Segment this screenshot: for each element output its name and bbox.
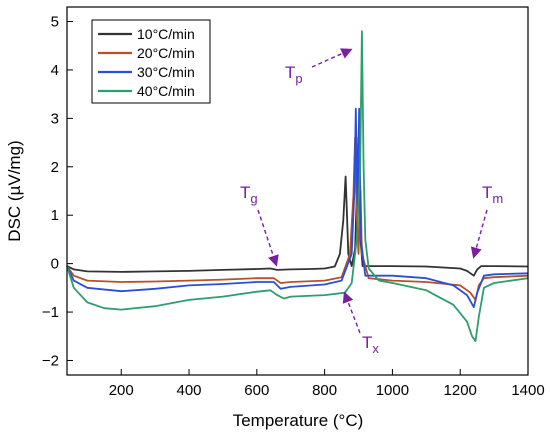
series-line-1: [66, 136, 529, 301]
y-tick-label-0: −2: [42, 352, 59, 369]
annotation-tp-arrow: [311, 48, 353, 68]
series-line-3: [66, 30, 529, 342]
legend: 10°C/min 20°C/min 30°C/min 40°C/min: [91, 19, 211, 104]
y-tick-label-1: −1: [42, 304, 59, 321]
legend-label-3: 40°C/min: [137, 83, 195, 99]
legend-label-0: 10°C/min: [137, 26, 195, 42]
y-tick-label-7: 5: [51, 14, 59, 31]
y-tick-label-5: 3: [51, 110, 59, 127]
annotation-tx-arrow: [342, 291, 361, 334]
y-axis-title: DSC (µV/mg): [5, 140, 24, 241]
x-tick-label-1: 400: [177, 382, 202, 399]
legend-label-2: 30°C/min: [137, 64, 195, 80]
x-tick-label-4: 1000: [376, 382, 409, 399]
legend-label-1: 20°C/min: [137, 45, 195, 61]
series-line-2: [66, 107, 529, 309]
series-layer: [66, 30, 529, 342]
x-tick-label-2: 600: [244, 382, 269, 399]
x-tick-label-0: 200: [109, 382, 134, 399]
y-tick-label-6: 4: [51, 62, 59, 79]
y-tick-label-3: 1: [51, 207, 59, 224]
y-tick-label-4: 2: [51, 159, 59, 176]
annotation-tg: Tg: [240, 183, 279, 267]
ticks-layer: 200 400 600 800 1000 1200 1400 −2 −1 0 1 2 3 4 5: [42, 14, 545, 399]
x-tick-label-6: 1400: [511, 382, 544, 399]
series-line-0: [66, 136, 529, 277]
annotation-tm: Tm: [470, 183, 503, 259]
svg-text:Tx: Tx: [362, 333, 379, 356]
svg-text:Tm: Tm: [482, 183, 503, 206]
x-tick-label-3: 800: [312, 382, 337, 399]
x-tick-label-5: 1200: [444, 382, 477, 399]
x-axis-title: Temperature (°C): [233, 411, 364, 430]
y-tick-label-2: 0: [51, 256, 59, 273]
annotation-tm-arrow: [470, 209, 488, 259]
plot-frame: [66, 6, 529, 376]
annotation-tg-arrow: [257, 209, 279, 267]
svg-text:Tg: Tg: [240, 183, 258, 206]
annotation-tp: Tp: [285, 48, 353, 86]
svg-text:Tp: Tp: [285, 63, 303, 86]
annotation-tx: Tx: [342, 291, 379, 356]
